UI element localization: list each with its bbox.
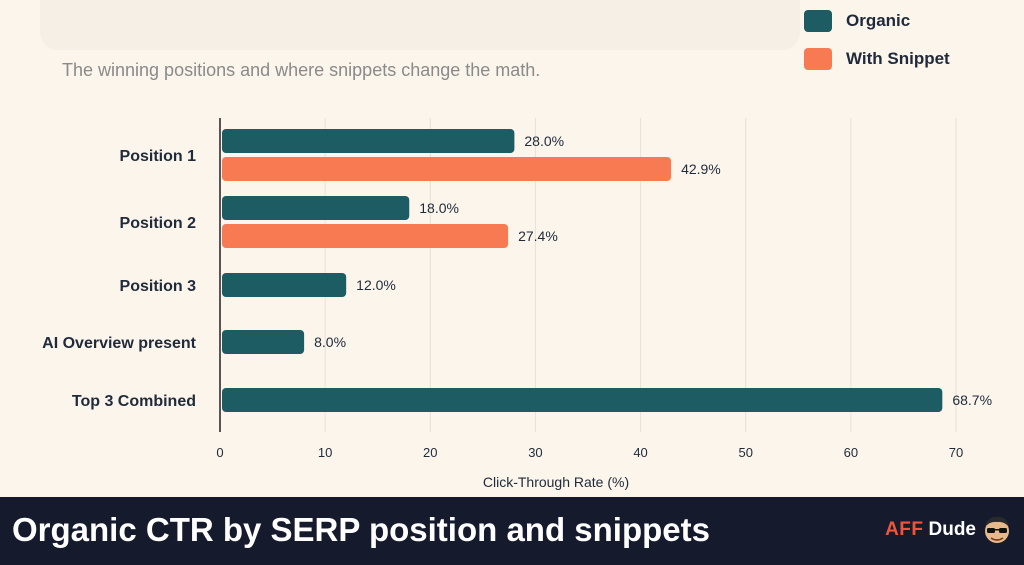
bar-organic (222, 273, 347, 297)
bar-value-label: 18.0% (419, 200, 459, 216)
bar-organic (222, 330, 305, 354)
x-tick-label: 0 (216, 445, 223, 460)
bar-organic (222, 196, 410, 220)
legend-label-with-snippet: With Snippet (846, 49, 950, 68)
category-label: Position 2 (120, 215, 197, 232)
x-tick-label: 70 (949, 445, 963, 460)
category-label: Top 3 Combined (72, 393, 196, 410)
ctr-bar-chart: 0 10 20 30 40 50 60 70 Click-Through Rate (%) 28.… (42, 118, 992, 490)
legend-item-with-snippet: With Snippet (804, 48, 950, 70)
bar-value-label: 8.0% (314, 334, 346, 350)
category-label: Position 1 (120, 148, 197, 165)
legend-swatch-organic (804, 10, 832, 32)
logo-aff-text: AFF (885, 519, 924, 540)
bar-with-snippet (222, 157, 672, 181)
category-label: AI Overview present (42, 335, 197, 352)
header-card (40, 0, 800, 50)
x-tick-label: 10 (318, 445, 332, 460)
bar-value-label: 42.9% (681, 161, 721, 177)
footer-banner: Organic CTR by SERP position and snippet… (0, 497, 1024, 565)
aff-dude-logo: AFF Dude (885, 513, 1014, 547)
bar-value-label: 12.0% (356, 277, 396, 293)
chart-subtitle: The winning positions and where snippets… (62, 60, 541, 80)
dude-mascot-icon (985, 516, 1009, 543)
legend-item-organic: Organic (804, 10, 910, 32)
x-tick-label: 50 (738, 445, 752, 460)
category-label: Position 3 (120, 278, 197, 295)
bar-value-label: 27.4% (518, 228, 558, 244)
x-tick-label: 40 (633, 445, 647, 460)
bar-value-label: 28.0% (524, 133, 564, 149)
legend-swatch-with-snippet (804, 48, 832, 70)
bar-value-label: 68.7% (952, 392, 992, 408)
footer-title: Organic CTR by SERP position and snippet… (12, 511, 710, 548)
bar-organic (222, 129, 515, 153)
x-tick-label: 20 (423, 445, 437, 460)
legend-label-organic: Organic (846, 11, 911, 30)
x-axis-title: Click-Through Rate (%) (483, 474, 629, 490)
logo-dude-text: Dude (928, 519, 977, 540)
bar-with-snippet (222, 224, 509, 248)
x-tick-label: 30 (528, 445, 542, 460)
bar-organic (222, 388, 943, 412)
x-tick-label: 60 (844, 445, 858, 460)
